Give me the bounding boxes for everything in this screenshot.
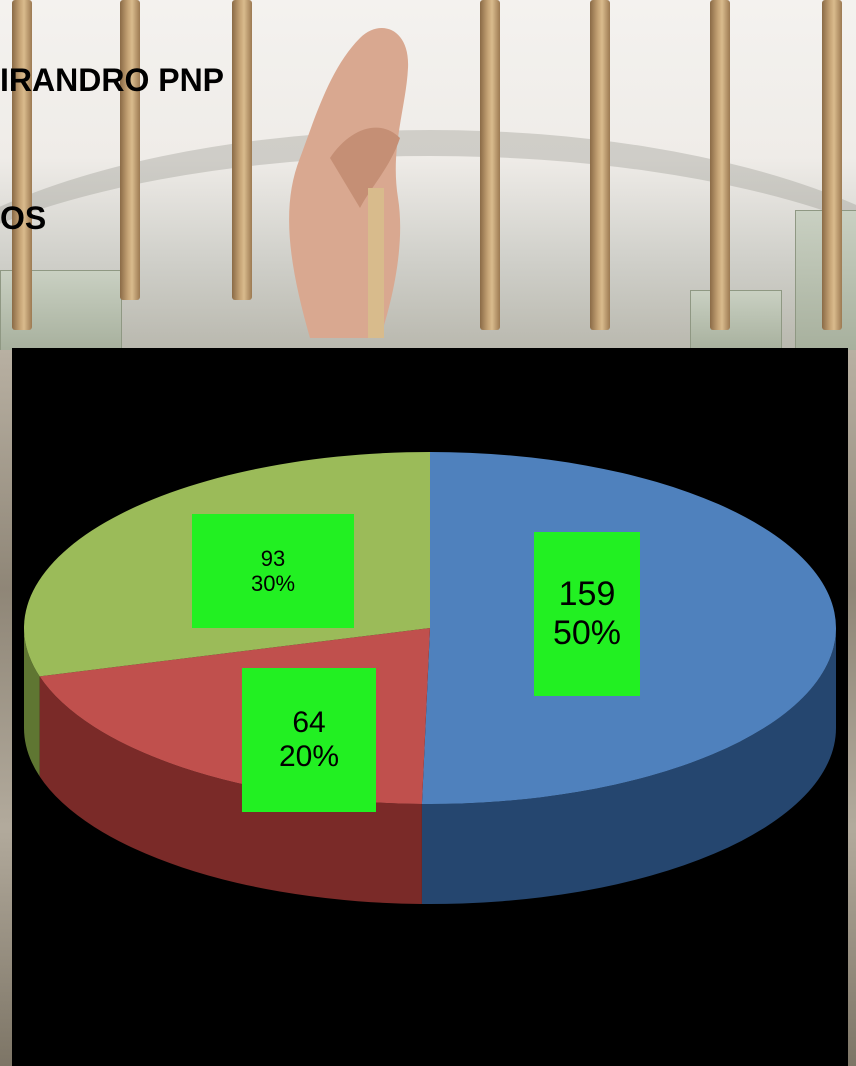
- clothespin-image: [120, 0, 140, 300]
- pie-slice-side-2: [39, 676, 422, 904]
- data-label-slice-2: 64 20%: [242, 668, 376, 812]
- clothespin-image: [12, 0, 32, 330]
- pie-chart: [23, 452, 836, 904]
- data-label-value: 93: [260, 545, 286, 571]
- background-photo: IRANDRO PNP OS: [0, 0, 856, 350]
- clothespin-image: [822, 0, 842, 330]
- data-label-value: 159: [558, 574, 616, 613]
- data-label-percent: 50%: [552, 614, 622, 652]
- pie-slice-side-1: [421, 628, 836, 904]
- hand-image: [289, 28, 409, 338]
- background-strip-left: [0, 350, 14, 1066]
- clothespin-image: [480, 0, 500, 330]
- page-title-line-2: OS: [0, 200, 47, 236]
- data-label-percent: 30%: [250, 571, 296, 596]
- data-label-percent: 20%: [278, 740, 340, 773]
- data-label-slice-3: 93 30%: [192, 514, 354, 628]
- data-label-slice-1: 159 50%: [534, 532, 640, 696]
- clothespin-image: [232, 0, 252, 300]
- data-label-value: 64: [292, 705, 326, 739]
- clothespin-image: [590, 0, 610, 330]
- page-title-line-1: IRANDRO PNP: [0, 62, 225, 98]
- banknote-image: [690, 290, 782, 350]
- pie-slice-side-3: [24, 628, 40, 777]
- clothespin-image: [710, 0, 730, 330]
- pie-chart-panel: 159 50% 64 20% 93 30%: [12, 348, 848, 1066]
